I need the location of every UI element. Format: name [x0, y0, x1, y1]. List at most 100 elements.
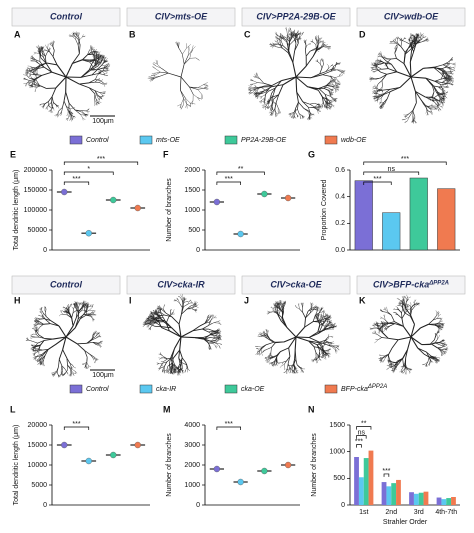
dendrite: [319, 40, 322, 43]
dendrite: [422, 39, 426, 42]
dendrite: [180, 76, 182, 91]
dendrite: [289, 34, 293, 36]
dendrite: [87, 303, 89, 307]
dendrite: [42, 48, 44, 53]
dendrite: [87, 306, 89, 308]
dendrite: [53, 370, 57, 373]
dendrite: [265, 106, 269, 109]
dendrite: [450, 82, 453, 84]
dendrite: [143, 323, 146, 325]
dendrite: [44, 101, 49, 104]
dendrite: [99, 92, 103, 94]
dendrite: [281, 304, 283, 308]
dendrite: [275, 359, 278, 362]
dendrite: [381, 103, 385, 106]
dendrite: [265, 335, 271, 340]
dendrite: [280, 38, 283, 41]
dendrite: [156, 322, 163, 328]
dendrite: [450, 73, 454, 76]
dendrite: [78, 303, 82, 305]
dendrite: [148, 76, 154, 78]
dendrite: [417, 41, 421, 44]
dendrite: [214, 336, 219, 339]
dendrite: [257, 352, 260, 355]
dendrite: [58, 113, 61, 116]
dendrite: [179, 363, 181, 368]
dendrite: [377, 58, 379, 61]
dendrite: [102, 74, 106, 76]
dendrite: [161, 68, 169, 74]
dendrite: [72, 304, 75, 306]
dendrite: [63, 91, 67, 102]
dendrite: [273, 303, 276, 307]
dendrite: [210, 337, 215, 339]
dendrite: [67, 314, 72, 319]
dendrite: [258, 352, 260, 355]
dendrite: [149, 315, 152, 317]
dendrite: [37, 349, 43, 352]
dendrite: [328, 353, 331, 355]
dendrite: [322, 71, 331, 76]
dendrite: [409, 43, 414, 47]
dendrite: [315, 316, 317, 319]
dendrite: [272, 42, 275, 45]
dendrite: [260, 335, 263, 337]
dendrite: [271, 104, 273, 110]
dendrite: [323, 315, 327, 318]
dendrite: [36, 64, 41, 68]
dendrite: [183, 301, 187, 304]
dendrite: [30, 66, 33, 69]
dendrite: [192, 328, 203, 332]
dendrite: [217, 321, 221, 323]
dendrite: [395, 37, 398, 40]
dendrite: [179, 369, 181, 372]
dendrite: [312, 359, 315, 363]
dendrite: [326, 63, 329, 66]
dendrite: [107, 63, 111, 67]
header-box: [11, 7, 121, 27]
dendrite: [443, 76, 445, 82]
dendrite: [37, 362, 40, 365]
dendrite: [68, 114, 71, 119]
dendrite: [414, 35, 418, 38]
dendrite: [288, 30, 291, 33]
dendrite: [328, 65, 332, 69]
dendrite: [373, 97, 376, 100]
dendrite: [409, 61, 412, 78]
dendrite: [56, 110, 60, 115]
dendrite: [33, 353, 36, 356]
dendrite: [102, 68, 105, 72]
dendrite: [85, 362, 88, 366]
dendrite: [173, 349, 181, 359]
dendrite: [405, 41, 411, 45]
dendrite: [289, 36, 294, 43]
dendrite: [416, 41, 423, 45]
dendrite: [292, 364, 295, 369]
dendrite: [390, 58, 397, 60]
dendrite: [382, 88, 391, 91]
dendrite: [274, 304, 277, 307]
dendrite: [414, 36, 415, 39]
dendrite: [70, 303, 72, 306]
dendrite: [103, 83, 107, 85]
dendrite: [38, 348, 40, 352]
dendrite: [76, 304, 78, 308]
dendrite: [146, 318, 150, 321]
dendrite: [89, 309, 94, 311]
dendrite: [254, 84, 257, 88]
dendrite: [279, 309, 283, 312]
header-label-main: Control: [50, 12, 82, 22]
dendrite: [34, 85, 37, 88]
dendrite: [369, 79, 372, 82]
dendrite: [29, 67, 33, 69]
dendrite: [217, 335, 219, 338]
dendrite: [76, 32, 80, 35]
dendrite: [56, 366, 59, 372]
dendrite: [308, 111, 310, 117]
dendrite: [34, 342, 38, 347]
dendrite: [332, 345, 336, 349]
dendrite: [317, 39, 321, 44]
dendrite: [331, 86, 337, 89]
dendrite: [323, 44, 326, 46]
